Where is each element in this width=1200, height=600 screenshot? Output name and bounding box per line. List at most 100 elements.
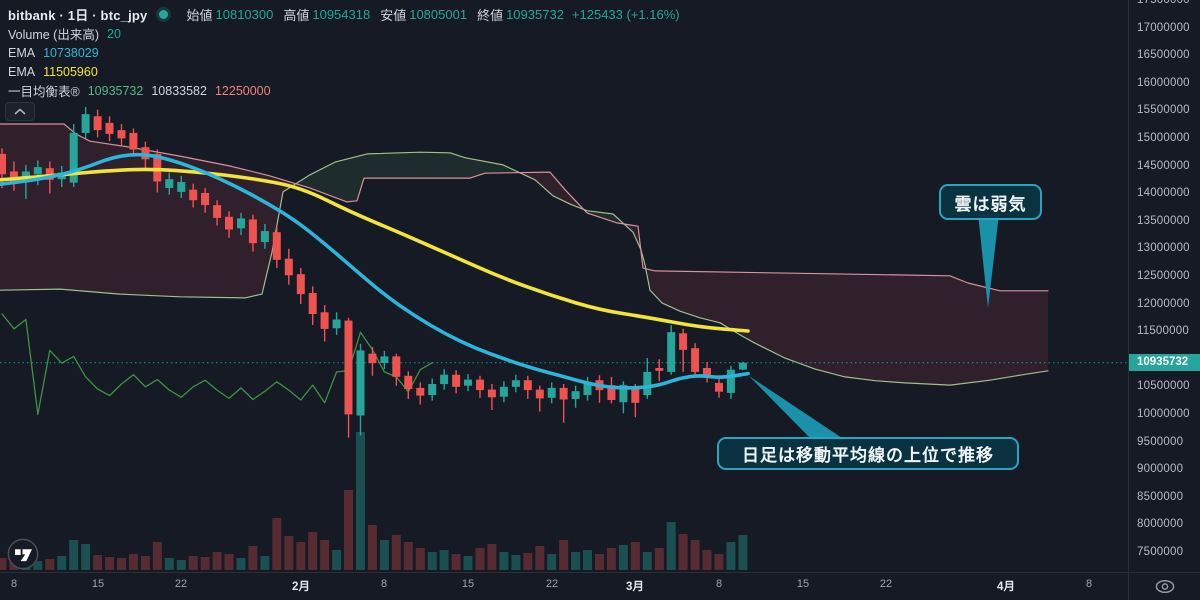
ichimoku-span-a-line xyxy=(0,151,1049,386)
volume-bar xyxy=(571,552,581,570)
time-axis-label: 22 xyxy=(174,578,188,590)
callout-cloud-bearish[interactable]: 雲は弱気 xyxy=(939,184,1042,220)
volume-bar xyxy=(535,546,545,570)
volume-bar xyxy=(451,554,461,570)
candle-body xyxy=(260,231,269,243)
volume-bar xyxy=(403,542,413,570)
price-axis-label: 11500000 xyxy=(1137,325,1189,338)
volume-bar xyxy=(367,525,377,570)
volume-bar xyxy=(630,542,640,570)
volume-bar xyxy=(0,558,7,570)
candle-body xyxy=(129,132,138,150)
candle-body xyxy=(332,319,341,329)
volume-bar xyxy=(654,548,664,570)
price-axis[interactable]: 10935732 17500000 17000000 16500000 1600000… xyxy=(1129,0,1200,572)
callout-ma-pointer xyxy=(749,376,845,440)
volume-bar xyxy=(176,560,186,570)
chart-canvas[interactable] xyxy=(0,0,1128,572)
candle-body xyxy=(583,381,592,395)
eye-icon xyxy=(1155,579,1174,594)
time-axis-label: 3月 xyxy=(626,581,644,593)
candle-body xyxy=(225,216,233,230)
price-axis-label: 15500000 xyxy=(1137,104,1190,117)
candle-body xyxy=(559,387,568,400)
candle-body xyxy=(535,389,544,399)
candle-body xyxy=(141,147,150,160)
candle-body xyxy=(9,171,18,182)
volume-bar xyxy=(152,542,162,570)
candle-body xyxy=(368,353,377,364)
candle-body xyxy=(487,389,496,398)
price-axis-label: 9500000 xyxy=(1137,435,1184,448)
tradingview-logo[interactable] xyxy=(6,537,40,571)
volume-bar xyxy=(248,546,258,570)
volume-bar xyxy=(714,554,724,570)
candle-body xyxy=(511,380,520,387)
time-axis[interactable]: 8 15 22 2月 8 15 22 3月 8 15 22 4月 8 xyxy=(0,573,1128,600)
volume-bar xyxy=(678,534,688,570)
time-axis-label: 15 xyxy=(796,578,810,590)
candle-body xyxy=(715,382,723,392)
low-label: 安値 xyxy=(380,7,407,23)
candle-body xyxy=(655,368,664,371)
candle-body xyxy=(440,374,449,385)
legend-collapse-button[interactable] xyxy=(5,102,35,121)
legend-ema-fast-row[interactable]: EMA 10738029 xyxy=(8,43,680,62)
ichimoku-cloud-fill xyxy=(624,224,640,248)
ichimoku-cloud-fill xyxy=(296,152,516,202)
candle-body xyxy=(344,320,353,415)
volume-bar xyxy=(284,536,294,570)
time-axis-label: 4月 xyxy=(997,581,1015,593)
price-axis-label: 14000000 xyxy=(1137,187,1190,200)
time-axis-label: 8 xyxy=(715,578,723,590)
candle-body xyxy=(428,384,437,395)
candle-body xyxy=(356,350,365,416)
volume-bar xyxy=(81,544,91,570)
price-axis-label: 12000000 xyxy=(1137,297,1190,310)
ema-fast-label: EMA xyxy=(8,45,36,60)
ichimoku-cloud-fill xyxy=(520,172,580,208)
current-price-tag: 10935732 xyxy=(1129,354,1200,372)
time-axis-label: 22 xyxy=(879,578,893,590)
candle-body xyxy=(607,385,616,400)
ichimoku-label: 一目均衡表® xyxy=(8,85,80,99)
time-axis-label: 15 xyxy=(461,578,475,590)
market-status-icon xyxy=(159,9,169,19)
legend-volume-row[interactable]: Volume (出来高) 20 xyxy=(8,24,680,43)
volume-bar xyxy=(272,518,282,570)
price-axis-label: 8000000 xyxy=(1137,518,1184,531)
ema-slow-line xyxy=(0,167,750,333)
candle-body xyxy=(380,356,389,363)
candle-body xyxy=(320,312,329,329)
candle-body xyxy=(33,167,42,175)
candle-body xyxy=(631,387,640,403)
candle-body xyxy=(177,182,186,192)
volume-bar xyxy=(332,550,342,570)
legend-symbol-row[interactable]: bitbank · 1日 · btc_jpy 始値 10810300 高値 10… xyxy=(8,4,680,24)
callout-cloud-pointer xyxy=(978,214,999,308)
callout-daily-above-ma[interactable]: 日足は移動平均線の上位で推移 xyxy=(717,437,1019,470)
price-axis-label: 15000000 xyxy=(1137,131,1190,144)
volume-bar xyxy=(164,558,174,570)
volume-bar xyxy=(595,554,604,570)
volume-bar xyxy=(391,535,401,570)
ichimoku-chikou-line xyxy=(1,313,433,416)
price-axis-label: 17500000 xyxy=(1137,0,1190,6)
volume-bar xyxy=(487,544,497,570)
ichimoku-chikou-value: 10935732 xyxy=(87,83,144,98)
time-axis-settings-cell[interactable] xyxy=(1129,573,1200,600)
price-axis-label: 16500000 xyxy=(1137,49,1190,62)
volume-bar xyxy=(200,557,210,570)
candle-body xyxy=(667,332,676,372)
volume-bar xyxy=(726,542,736,570)
volume-bar xyxy=(296,542,306,570)
volume-bar xyxy=(260,556,270,570)
volume-bar xyxy=(606,548,616,570)
legend-ema-slow-row[interactable]: EMA 11505960 xyxy=(8,62,680,81)
legend-ichimoku-row[interactable]: 一目均衡表® 10935732 10833582 12250000 xyxy=(8,81,680,100)
tradingview-logo-icon xyxy=(7,538,39,570)
candle-body xyxy=(619,385,628,403)
ichimoku-cloud-fill xyxy=(648,269,1048,385)
volume-bar xyxy=(236,558,246,570)
time-axis-separator xyxy=(0,572,1200,573)
